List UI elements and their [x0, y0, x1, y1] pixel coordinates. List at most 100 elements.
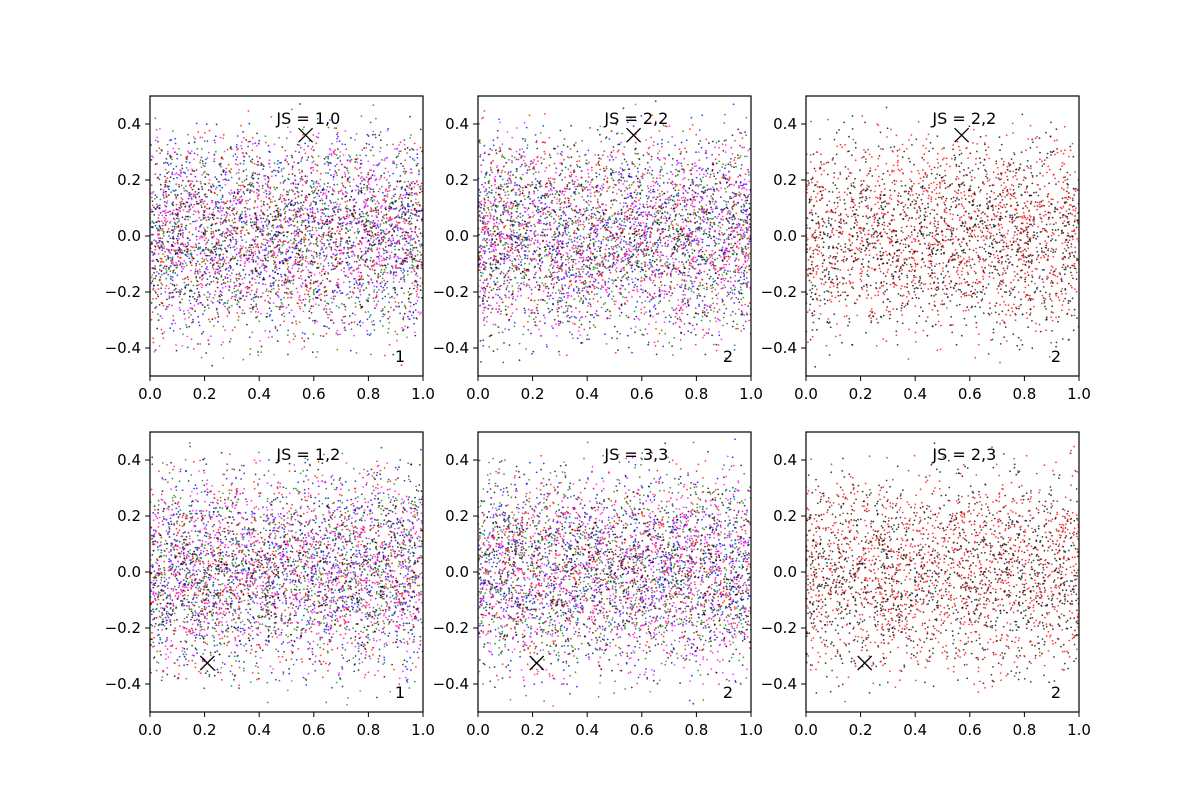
scatter-point — [345, 227, 347, 230]
scatter-point — [232, 155, 235, 157]
scatter-point — [235, 172, 238, 175]
scatter-point — [286, 279, 289, 282]
scatter-point — [187, 278, 190, 281]
scatter-point — [258, 214, 261, 217]
scatter-point — [254, 236, 257, 238]
scatter-point — [216, 286, 219, 289]
scatter-point — [205, 246, 207, 249]
scatter-point — [379, 265, 382, 267]
scatter-point — [227, 266, 230, 269]
scatter-point — [294, 203, 296, 206]
scatter-point — [403, 304, 406, 307]
scatter-point — [383, 289, 386, 291]
scatter-point — [164, 255, 166, 258]
scatter-point — [253, 221, 256, 224]
scatter-point — [314, 212, 316, 215]
scatter-point — [151, 274, 154, 276]
scatter-point — [187, 218, 190, 221]
scatter-point — [257, 177, 260, 180]
scatter-point — [260, 162, 263, 165]
scatter-point — [152, 259, 155, 262]
scatter-point — [364, 265, 367, 267]
scatter-point — [199, 199, 202, 202]
scatter-point — [241, 211, 244, 213]
scatter-point — [344, 329, 347, 331]
scatter-point — [152, 341, 155, 344]
scatter-point — [193, 249, 196, 252]
scatter-point — [246, 249, 249, 252]
scatter-point — [331, 193, 334, 196]
scatter-point — [409, 223, 411, 226]
scatter-point — [225, 262, 227, 265]
scatter-point — [242, 169, 245, 172]
scatter-point — [409, 184, 411, 187]
scatter-point — [575, 232, 578, 235]
scatter-point — [177, 253, 179, 256]
scatter-point — [216, 271, 219, 274]
scatter-point — [325, 189, 328, 191]
scatter-point — [267, 180, 270, 182]
scatter-point — [160, 293, 163, 295]
scatter-point — [222, 171, 225, 173]
scatter-point — [596, 228, 599, 231]
scatter-point — [363, 253, 366, 255]
scatter-point — [419, 188, 422, 191]
scatter-point — [330, 268, 333, 271]
scatter-point — [189, 216, 192, 218]
scatter-point — [525, 126, 528, 129]
scatter-point — [307, 221, 310, 224]
scatter-point — [415, 209, 418, 212]
scatter-point — [413, 142, 416, 145]
scatter-point — [372, 154, 375, 157]
scatter-point — [164, 224, 167, 227]
scatter-point — [304, 234, 307, 237]
scatter-point — [185, 324, 188, 326]
scatter-point — [411, 266, 414, 269]
scatter-point — [260, 209, 262, 212]
scatter-point — [249, 246, 252, 249]
scatter-point — [403, 143, 406, 146]
scatter-point — [355, 184, 358, 187]
scatter-point — [727, 270, 729, 272]
scatter-point — [619, 218, 621, 220]
scatter-point — [364, 246, 367, 249]
scatter-point — [744, 221, 747, 224]
scatter-point — [210, 185, 212, 188]
scatter-point — [259, 340, 261, 342]
scatter-point — [285, 251, 288, 253]
scatter-point — [380, 268, 383, 271]
scatter-point — [238, 202, 241, 205]
scatter-point — [369, 223, 371, 225]
scatter-point — [266, 233, 268, 236]
scatter-point — [298, 305, 301, 308]
scatter-point — [339, 236, 342, 239]
scatter-point — [597, 282, 600, 284]
scatter-point — [355, 237, 358, 239]
scatter-point — [591, 314, 594, 316]
scatter-point — [597, 224, 599, 227]
scatter-point — [188, 299, 191, 302]
scatter-point — [376, 224, 379, 227]
scatter-point — [315, 236, 318, 239]
scatter-point — [372, 130, 375, 133]
scatter-point — [235, 284, 238, 287]
scatter-point — [256, 163, 258, 166]
scatter-point — [224, 219, 226, 221]
scatter-point — [152, 254, 155, 256]
scatter-point — [200, 166, 203, 169]
scatter-point — [327, 239, 330, 242]
scatter-point — [282, 182, 285, 185]
scatter-point — [345, 148, 348, 151]
scatter-point — [320, 191, 322, 194]
scatter-point — [226, 276, 229, 279]
scatter-point — [249, 293, 252, 296]
scatter-point — [154, 117, 157, 120]
scatter-point — [346, 210, 349, 213]
scatter-point — [316, 255, 318, 258]
scatter-point — [194, 310, 197, 312]
scatter-point — [233, 295, 236, 298]
scatter-point — [154, 277, 157, 280]
scatter-point — [687, 288, 690, 291]
scatter-point — [320, 172, 322, 175]
scatter-point — [216, 242, 218, 245]
